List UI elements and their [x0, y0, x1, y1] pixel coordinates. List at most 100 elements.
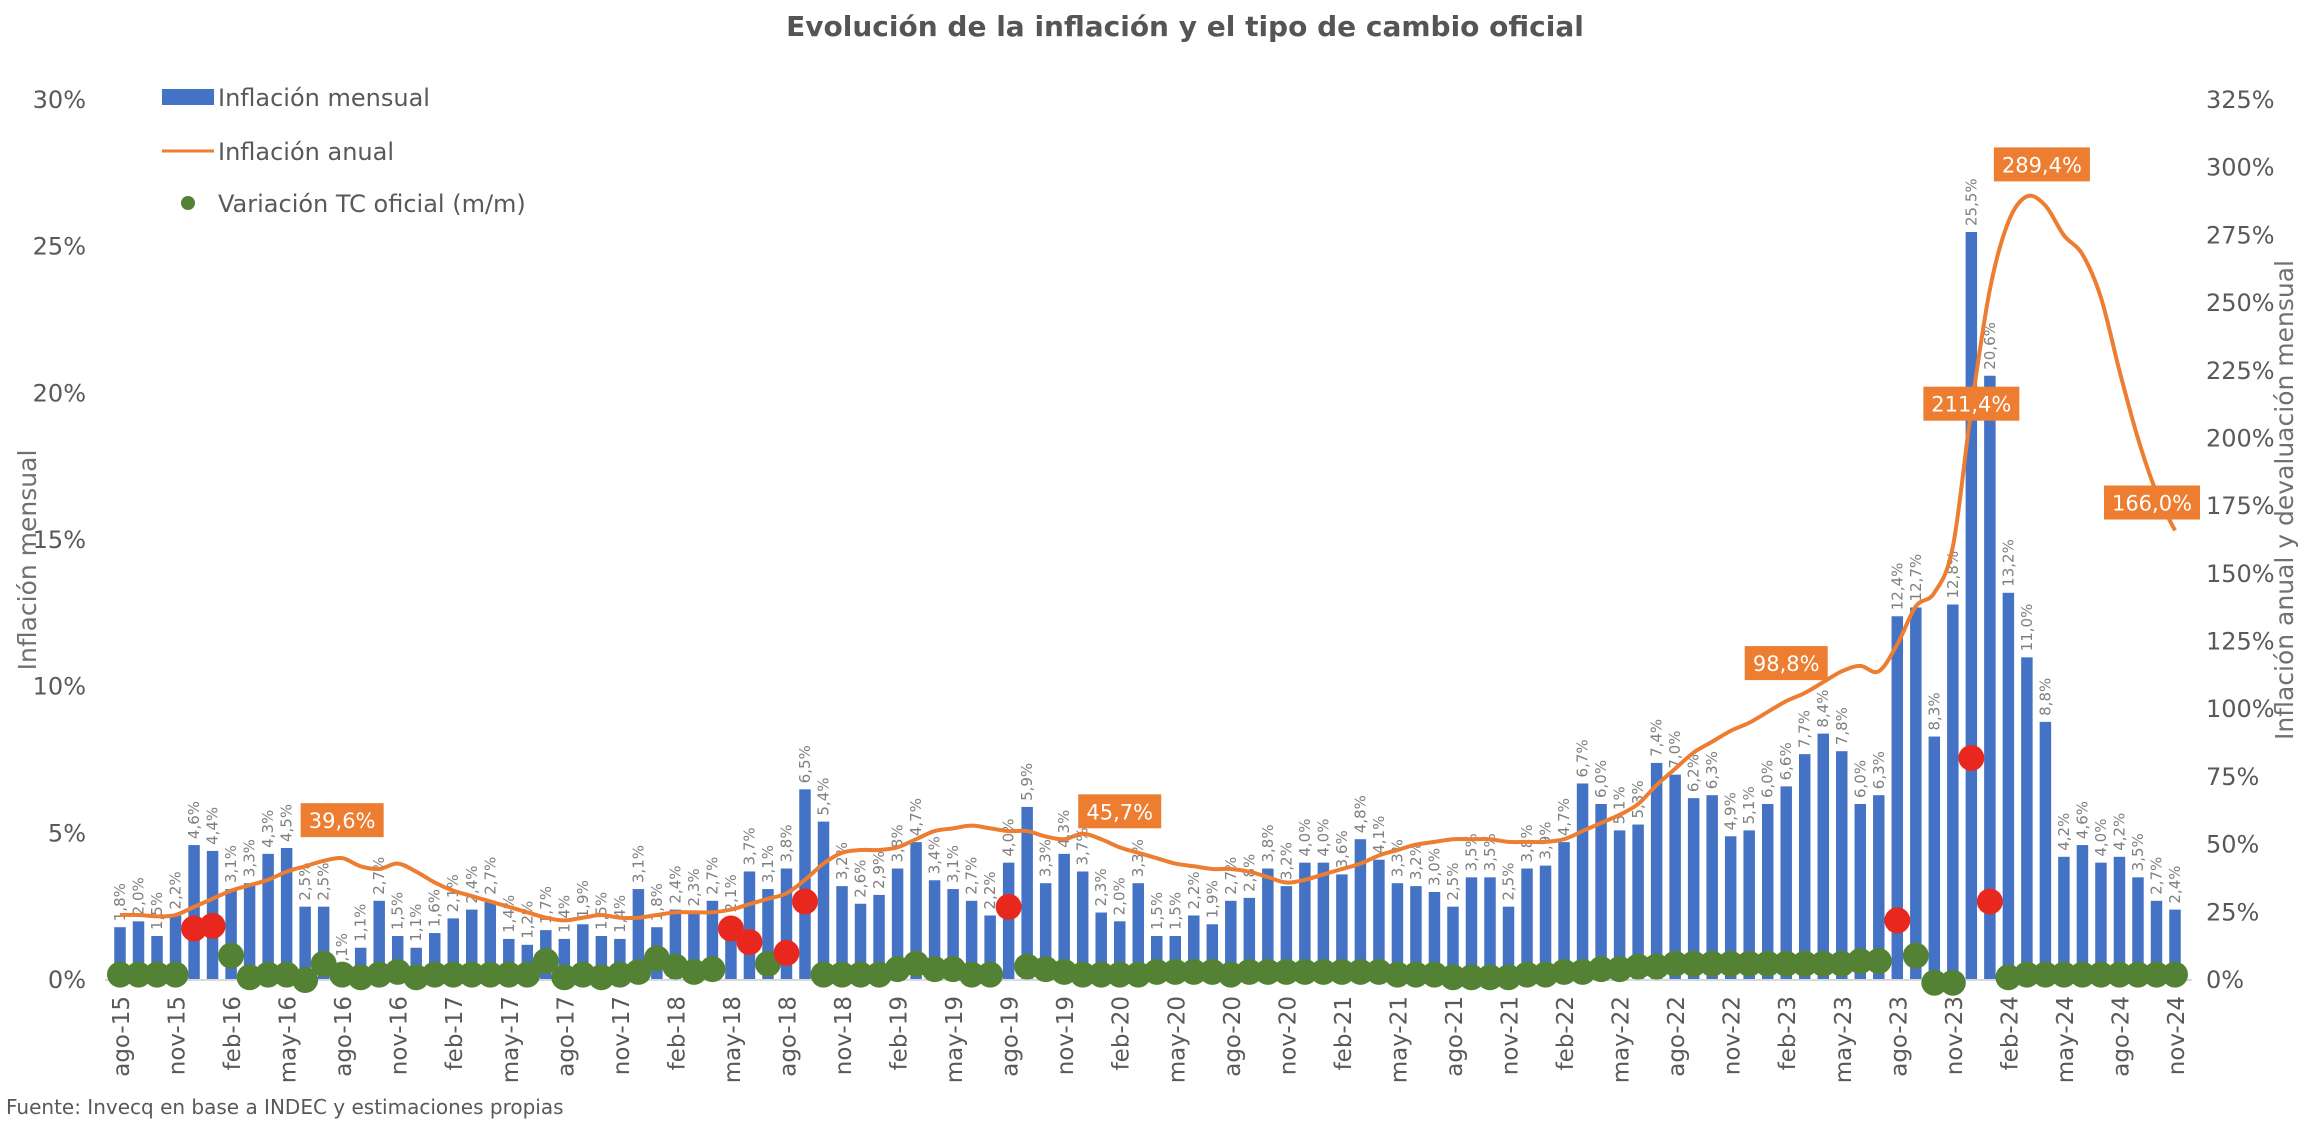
x-tick-label: nov-21: [1498, 996, 1524, 1075]
bar-label: 3,2%: [1407, 842, 1425, 880]
x-tick-label: feb-17: [442, 996, 468, 1070]
x-tick-label: nov-22: [1720, 996, 1746, 1075]
y-right-tick: 175%: [2206, 492, 2275, 520]
bar-label: 7,8%: [1833, 707, 1851, 745]
bar-label: 2,5%: [315, 863, 333, 901]
bar: [1576, 783, 1589, 980]
bar: [503, 938, 515, 980]
y-right-tick: 100%: [2206, 695, 2275, 723]
bar: [614, 938, 626, 980]
bar-label: 2,7%: [703, 857, 721, 895]
tc-point: [1458, 964, 1485, 991]
y-right-tick: 325%: [2206, 86, 2275, 114]
bar: [1539, 865, 1552, 980]
tc-point: [1236, 958, 1263, 985]
y-axis-right: 0% 25% 50% 75% 100% 125% 150% 175% 200% 225% 250% 2…: [2206, 86, 2275, 994]
bar: [1687, 798, 1700, 980]
tc-point: [125, 961, 152, 988]
bar: [928, 880, 941, 980]
bar-label: 3,8%: [889, 824, 907, 862]
bar: [1836, 751, 1848, 980]
tc-point: [1291, 958, 1318, 985]
bar-label: 3,2%: [833, 842, 851, 880]
x-tick-label: nov-16: [387, 996, 413, 1075]
bar-label: 4,3%: [259, 810, 277, 848]
tc-point-highlight: [1976, 888, 2003, 915]
bar-label: 1,5%: [1166, 892, 1184, 930]
bar: [1373, 859, 1385, 980]
callout-label: 166,0%: [2112, 492, 2192, 516]
bar-label: 3,7%: [1074, 827, 1092, 865]
bar: [2169, 909, 2181, 980]
x-tick-label: feb-19: [887, 996, 913, 1070]
x-tick-label: may-22: [1609, 996, 1635, 1083]
tc-point: [107, 961, 133, 988]
x-tick-label: nov-17: [609, 996, 635, 1075]
tc-point: [2069, 961, 2096, 988]
y-right-tick: 225%: [2206, 357, 2275, 385]
source-note: Fuente: Invecq en base a INDEC y estimac…: [6, 1095, 564, 1119]
tc-point-highlight: [736, 929, 763, 956]
bar: [151, 936, 163, 980]
y-left-tick: 10%: [33, 673, 86, 701]
tc-point: [1143, 958, 1170, 985]
bar: [1798, 754, 1811, 980]
x-tick-label: feb-18: [664, 996, 690, 1070]
bar: [2002, 592, 2015, 980]
bar: [188, 845, 200, 980]
bar-label: 6,0%: [1759, 760, 1777, 798]
tc-point: [1773, 950, 1800, 977]
tc-point: [1439, 964, 1466, 991]
bar: [1780, 786, 1792, 980]
bar: [577, 924, 589, 980]
bar: [225, 889, 237, 980]
bar: [984, 915, 996, 980]
x-tick-label: feb-24: [1997, 996, 2023, 1070]
bar-label: 2,1%: [444, 874, 462, 912]
bar: [428, 933, 441, 980]
x-tick-label: ago-24: [2108, 996, 2134, 1077]
bar-label: 3,6%: [1333, 830, 1351, 868]
bar: [391, 936, 404, 980]
bar-label: 6,2%: [1685, 754, 1703, 792]
bar-label: 1,5%: [1148, 892, 1166, 930]
bar-label: 2,3%: [1092, 868, 1110, 906]
bar: [836, 886, 848, 980]
bar: [595, 936, 608, 980]
x-tick-label: ago-17: [553, 996, 579, 1077]
x-tick-label: feb-16: [220, 996, 246, 1070]
bar-label: 2,7%: [963, 857, 981, 895]
bar: [1558, 842, 1570, 980]
bar-label: 3,5%: [1462, 833, 1480, 871]
bar-label: 3,2%: [1277, 842, 1295, 880]
tc-point-highlight: [995, 893, 1022, 920]
x-tick-label: feb-23: [1775, 996, 1801, 1070]
tc-point: [1662, 950, 1689, 977]
bar-label: 4,0%: [1296, 819, 1314, 857]
bar: [2095, 862, 2107, 980]
tc-point: [1384, 961, 1411, 988]
bar-label: 12,7%: [1907, 554, 1925, 602]
bar: [262, 853, 274, 980]
bar: [1613, 830, 1626, 980]
bar: [1891, 616, 1904, 980]
bar: [1206, 924, 1219, 980]
x-tick-label: nov-15: [165, 996, 191, 1075]
tc-point: [1551, 958, 1578, 985]
bar-label: 20,6%: [1981, 322, 1999, 370]
bar-label: 3,1%: [759, 845, 777, 883]
tc-point: [699, 956, 726, 983]
bar-label: 4,2%: [2110, 813, 2128, 851]
bar-label: 4,6%: [2073, 801, 2091, 839]
bar-label: 4,8%: [1351, 795, 1369, 833]
x-tick-label: ago-22: [1664, 996, 1690, 1077]
bar-label: 3,3%: [1129, 839, 1147, 877]
x-tick-label: ago-23: [1886, 996, 1912, 1077]
y-axis-left-label: Inflación mensual: [13, 450, 42, 671]
bar-label: 1,2%: [518, 901, 536, 939]
x-tick-label: feb-20: [1109, 996, 1135, 1070]
bar: [1447, 906, 1459, 980]
bar-label: 0,1%: [333, 933, 351, 971]
bar: [1021, 806, 1033, 980]
bar-label: 3,1%: [222, 845, 240, 883]
